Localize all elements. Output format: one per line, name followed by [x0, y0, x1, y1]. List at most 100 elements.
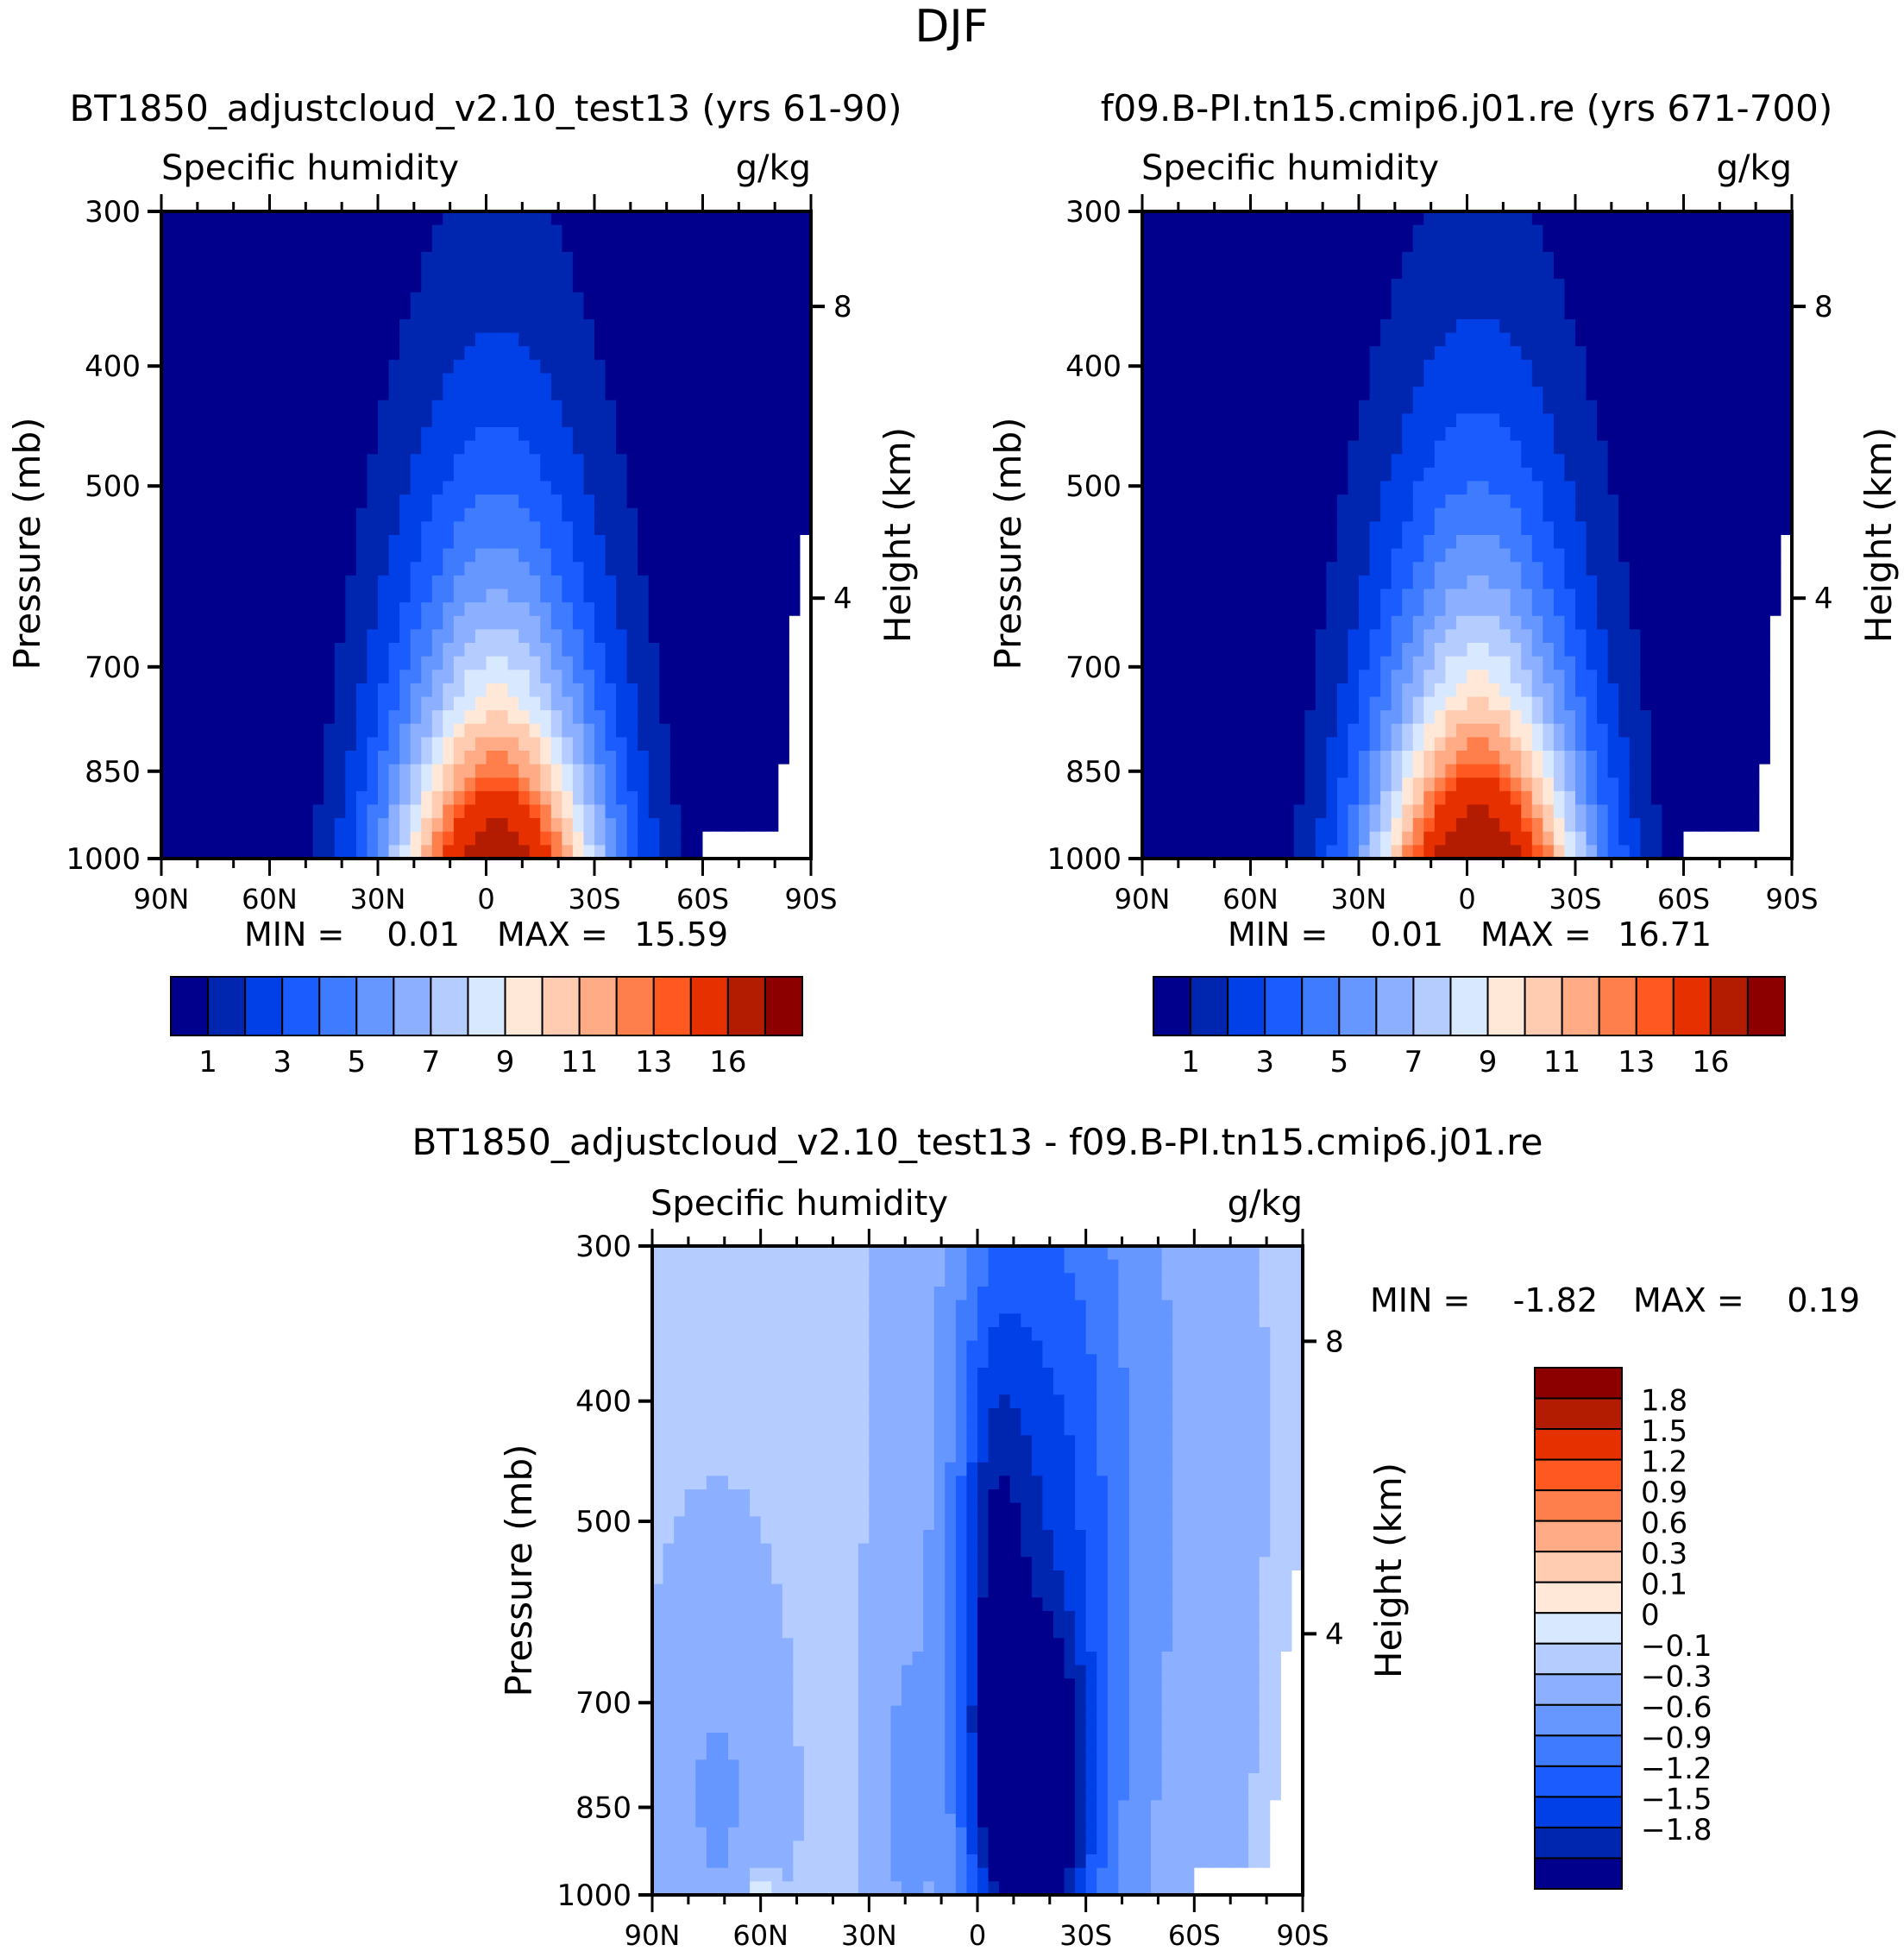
- contour-cell: [248, 751, 260, 765]
- contour-cell: [735, 575, 747, 590]
- contour-cell: [215, 494, 227, 509]
- contour-cell: [1716, 575, 1728, 590]
- contour-cell: [1423, 615, 1436, 630]
- contour-cell: [1467, 211, 1479, 226]
- contour-cell: [1759, 279, 1771, 293]
- contour-cell: [562, 737, 574, 752]
- contour-cell: [215, 764, 227, 778]
- contour-cell: [355, 373, 368, 387]
- contour-cell: [572, 251, 585, 267]
- contour-cell: [1618, 332, 1631, 347]
- contour-cell: [1272, 251, 1284, 267]
- contour-cell: [1488, 629, 1500, 644]
- contour-cell: [1597, 427, 1609, 442]
- contour-cell: [572, 346, 585, 361]
- contour-cell: [1369, 305, 1381, 320]
- contour-cell: [355, 332, 368, 347]
- contour-cell: [745, 305, 757, 320]
- contour-cell: [669, 790, 682, 806]
- contour-cell: [1607, 427, 1619, 442]
- contour-cell: [1499, 629, 1511, 644]
- contour-cell: [1650, 251, 1662, 267]
- contour-cell: [236, 346, 248, 361]
- contour-cell: [1153, 400, 1165, 414]
- contour-cell: [1142, 292, 1154, 306]
- contour-cell: [605, 831, 617, 846]
- contour-cell: [713, 427, 726, 442]
- contour-cell: [248, 332, 260, 347]
- contour-cell: [1412, 562, 1424, 576]
- contour-cell: [691, 643, 704, 658]
- contour-cell: [648, 507, 660, 522]
- contour-cell: [172, 440, 184, 455]
- contour-cell: [1359, 413, 1371, 428]
- contour-cell: [1640, 643, 1652, 658]
- contour-cell: [280, 683, 292, 698]
- contour-cell: [745, 238, 757, 253]
- contour-cell: [724, 751, 736, 765]
- contour-cell: [1672, 427, 1685, 442]
- contour-cell: [572, 670, 585, 684]
- contour-cell: [388, 332, 400, 347]
- contour-cell: [1672, 238, 1685, 253]
- contour-cell: [1759, 292, 1771, 306]
- contour-cell: [486, 575, 498, 590]
- contour-cell: [1185, 521, 1197, 536]
- contour-cell: [1467, 481, 1479, 495]
- contour-cell: [1564, 387, 1576, 401]
- contour-cell: [193, 440, 205, 455]
- contour-cell: [334, 737, 346, 752]
- contour-cell: [518, 332, 531, 347]
- contour-cell: [1304, 440, 1316, 455]
- contour-cell: [1423, 494, 1436, 509]
- contour-cell: [669, 279, 682, 293]
- contour-cell: [1445, 494, 1457, 509]
- contour-cell: [1380, 494, 1392, 509]
- contour-cell: [1402, 427, 1414, 442]
- contour-cell: [183, 413, 195, 428]
- contour-cell: [1737, 602, 1750, 617]
- contour-cell: [594, 400, 606, 414]
- contour-cell: [421, 629, 433, 644]
- contour-cell: [713, 764, 726, 778]
- contour-cell: [1510, 548, 1522, 563]
- contour-cell: [1423, 643, 1436, 658]
- contour-cell: [1391, 629, 1403, 644]
- contour-cell: [778, 440, 790, 455]
- contour-cell: [767, 683, 779, 698]
- contour-cell: [605, 818, 617, 833]
- contour-cell: [1380, 211, 1392, 226]
- contour-cell: [1153, 454, 1165, 469]
- contour-cell: [269, 387, 281, 401]
- contour-cell: [745, 507, 757, 522]
- contour-cell: [258, 845, 271, 859]
- contour-cell: [1586, 413, 1598, 428]
- contour-cell: [1618, 643, 1631, 658]
- contour-cell: [1315, 615, 1327, 630]
- contour-cell: [583, 764, 595, 778]
- contour-cell: [280, 507, 292, 522]
- contour-cell: [605, 481, 617, 495]
- contour-cell: [1380, 548, 1392, 563]
- contour-cell: [161, 562, 173, 576]
- contour-cell: [1142, 373, 1154, 387]
- contour-cell: [291, 670, 303, 684]
- contour-cell: [681, 831, 693, 846]
- contour-cell: [258, 710, 271, 725]
- contour-cell: [388, 575, 400, 590]
- contour-cell: [1239, 615, 1252, 630]
- contour-cell: [161, 751, 173, 765]
- contour-cell: [334, 346, 346, 361]
- contour-cell: [1510, 602, 1522, 617]
- contour-cell: [193, 507, 205, 522]
- contour-cell: [702, 440, 714, 455]
- contour-cell: [605, 764, 617, 778]
- contour-cell: [236, 373, 248, 387]
- contour-cell: [161, 521, 173, 536]
- contour-cell: [334, 467, 346, 482]
- contour-cell: [724, 670, 736, 684]
- contour-cell: [572, 211, 585, 226]
- contour-cell: [1683, 521, 1695, 536]
- contour-cell: [1315, 562, 1327, 576]
- contour-cell: [431, 683, 443, 698]
